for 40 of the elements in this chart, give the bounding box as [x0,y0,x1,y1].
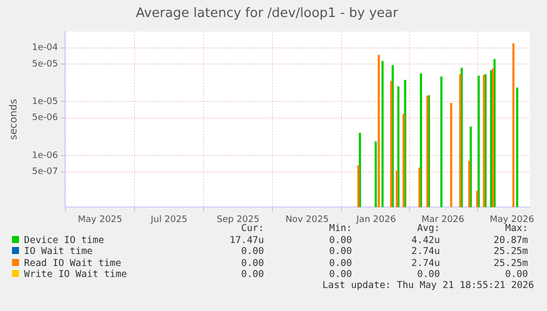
x-tick-label: Jul 2025 [150,214,188,225]
legend-label: IO Wait time [24,246,94,258]
text: Avg: [416,223,440,234]
text: 0.00 [328,234,352,246]
y-axis-title: seconds [8,98,20,140]
x-tick-label: May 2026 [490,214,534,225]
text: 0.00 [240,269,264,280]
y-tick-label: 1e-05 [32,97,58,108]
y-tick-label: 5e-05 [32,59,58,70]
text: 0.00 [328,258,352,269]
legend-label: Write IO Wait time [24,269,128,280]
text: 4.42u [410,234,440,246]
text: 0.00 [240,258,264,269]
x-tick-label: Jan 2026 [355,214,396,225]
text: 0.00 [416,269,440,280]
y-tick-label: 5e-06 [32,113,58,124]
text: 2.74u [410,246,440,258]
text: 25.25m [492,258,528,269]
text: Cur: [240,223,264,234]
y-tick-label: 1e-04 [32,43,58,54]
text: 20.87m [492,234,528,246]
text: Min: [328,223,352,234]
chart-title: Average latency for /dev/loop1 - by year [136,6,399,22]
text: 0.00 [328,246,352,258]
text: 17.47u [228,234,264,246]
text: 0.00 [504,269,528,280]
legend-label: Device IO time [24,234,106,246]
text: Last update: Thu May 21 18:55:21 2026 [322,280,534,291]
x-tick-label: Nov 2025 [285,214,329,225]
legend-label: Read IO Wait time [24,258,122,269]
text: 25.25m [492,246,528,258]
x-tick-label: May 2025 [78,214,122,225]
text: 0.00 [328,269,352,280]
y-tick-label: 1e-06 [32,150,58,161]
x-tick-label: Mar 2026 [422,214,465,225]
y-tick-label: 5e-07 [32,167,58,178]
x-tick-label: Sep 2025 [216,214,260,225]
text: Max: [505,223,528,234]
text: 0.00 [240,246,264,258]
text: 2.74u [410,258,440,269]
